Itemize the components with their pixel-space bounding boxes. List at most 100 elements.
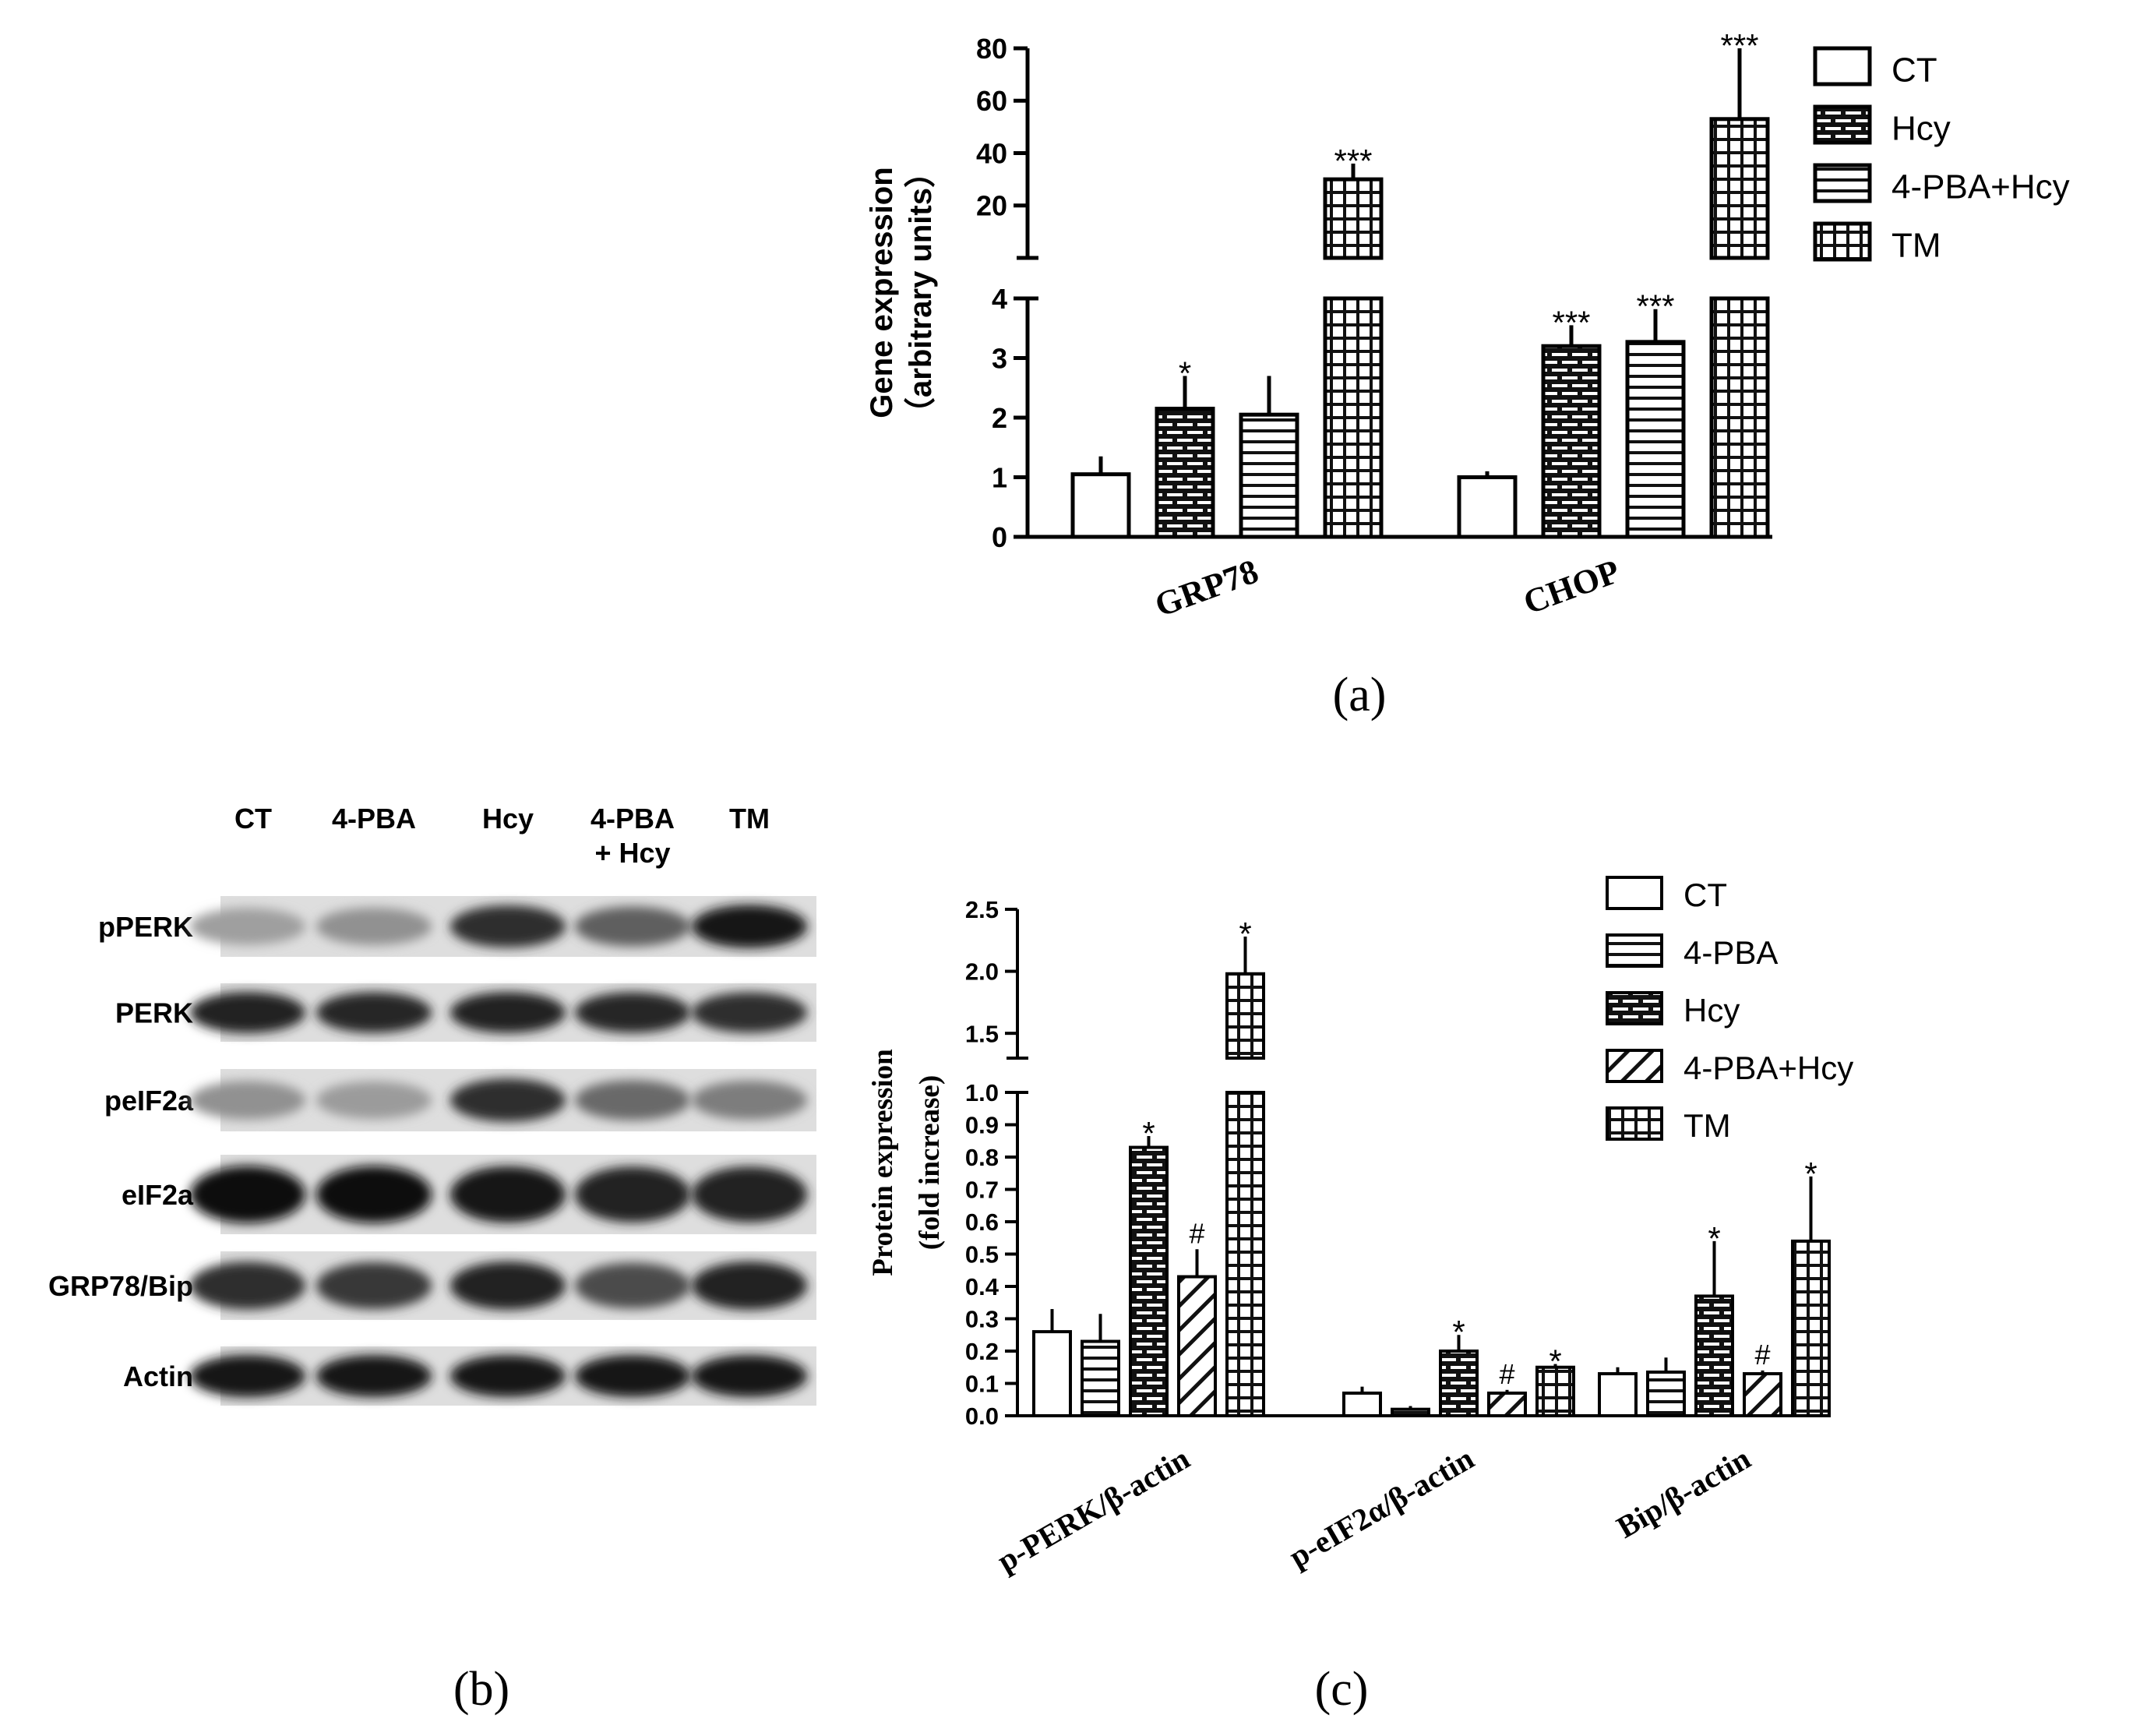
bar xyxy=(1535,1365,1575,1417)
bar xyxy=(1323,296,1384,539)
blot-row-label: GRP78/Bip xyxy=(48,1270,193,1302)
significance-mark: *** xyxy=(1334,143,1372,179)
blot-band xyxy=(316,1261,432,1310)
bar xyxy=(1032,1330,1072,1417)
y-tick-label: 0.2 xyxy=(965,1338,999,1365)
bar xyxy=(1342,1391,1382,1417)
blot-band xyxy=(691,1080,808,1120)
legend-swatch xyxy=(1606,876,1663,910)
significance-mark: # xyxy=(1189,1217,1204,1249)
significance-mark: * xyxy=(1142,1115,1155,1152)
legend-label: Hcy xyxy=(1891,109,1951,147)
blot-band xyxy=(189,1261,306,1310)
blot-lane-label: 4-PBA xyxy=(591,803,675,834)
y-tick-label: 2.5 xyxy=(965,896,999,923)
significance-mark: * xyxy=(1804,1156,1817,1192)
blot-row-label: Actin xyxy=(123,1360,193,1392)
legend-label: Hcy xyxy=(1683,992,1740,1029)
legend-swatch xyxy=(1813,46,1872,86)
bar xyxy=(1646,1370,1686,1417)
bar xyxy=(1598,1372,1638,1418)
bar xyxy=(1541,344,1602,539)
blot-lane-label: + Hcy xyxy=(594,837,670,869)
bar xyxy=(1391,1407,1430,1417)
x-category-label: CHOP xyxy=(1518,552,1624,622)
bar xyxy=(1487,1391,1527,1417)
bar xyxy=(1225,1091,1265,1417)
y-tick-label: 1.0 xyxy=(965,1079,999,1106)
blot-band xyxy=(316,1081,432,1120)
y-tick-label: 1.5 xyxy=(965,1020,999,1047)
blot-row-label: PERK xyxy=(115,997,193,1029)
bar xyxy=(1791,1239,1831,1418)
blot-band xyxy=(450,992,566,1033)
bar xyxy=(1081,1339,1120,1418)
blot-band xyxy=(189,992,306,1033)
blot-band xyxy=(450,1354,566,1398)
blot-band xyxy=(189,1166,306,1223)
blot-band xyxy=(691,1354,808,1398)
significance-mark: * xyxy=(1452,1314,1465,1350)
blot-band xyxy=(574,1080,691,1120)
blot-band xyxy=(189,1081,306,1120)
blot-band xyxy=(316,907,432,946)
bar xyxy=(1177,1275,1217,1418)
legend-label: TM xyxy=(1891,226,1941,264)
y-tick-label: 0.6 xyxy=(965,1208,999,1236)
legend-swatch xyxy=(1813,163,1872,203)
y-tick-label: 0.8 xyxy=(965,1144,999,1171)
y-tick-label: 0.3 xyxy=(965,1306,999,1333)
chart-c-protein-expression: 0.0 0.1 0.2 0.3 0.4 0.5 0.6 0.7 0.8 0.9 1.0 1.5 2.0 2… xyxy=(867,876,1853,1579)
x-category-label: p-PERK/β-actin xyxy=(991,1441,1195,1579)
blot-row-label: peIF2a xyxy=(104,1085,194,1117)
y-axis-title: Gene expression xyxy=(865,167,899,418)
bar xyxy=(1743,1372,1782,1418)
bar xyxy=(1070,472,1131,539)
bar xyxy=(1155,407,1215,539)
y-tick-label: 2.0 xyxy=(965,958,999,986)
panel-label-b: (b) xyxy=(453,1663,509,1716)
legend-swatch xyxy=(1606,1049,1663,1083)
y-tick-label: 4 xyxy=(992,283,1007,315)
blot-lane-label: TM xyxy=(729,803,770,834)
significance-mark: * xyxy=(1239,916,1251,952)
y-tick-label: 80 xyxy=(976,33,1007,65)
chart-a-gene-expression: 0 1 2 3 4 20 40 60 80 Gene expression （arbitrary u… xyxy=(865,27,2070,624)
significance-mark: * xyxy=(1179,355,1191,391)
bar xyxy=(1439,1350,1479,1417)
significance-mark: *** xyxy=(1552,304,1590,340)
blot-band xyxy=(574,1166,691,1223)
blot-band xyxy=(450,1166,566,1223)
blot-row-label: pPERK xyxy=(98,911,193,943)
blot-band xyxy=(316,992,432,1033)
legend-label: CT xyxy=(1891,51,1937,89)
blot-row-label: eIF2a xyxy=(122,1179,194,1211)
bar xyxy=(1694,1294,1734,1417)
bar xyxy=(1129,1145,1169,1418)
legend-swatch xyxy=(1813,221,1872,262)
y-tick-label: 0.5 xyxy=(965,1241,999,1268)
blot-band xyxy=(691,1166,808,1223)
legend-label: CT xyxy=(1683,877,1727,913)
y-tick-label: 0.7 xyxy=(965,1177,999,1204)
y-tick-label: 3 xyxy=(992,342,1007,374)
y-axis-subtitle: （arbitrary units） xyxy=(904,157,938,429)
significance-mark: * xyxy=(1549,1343,1561,1380)
legend-label: 4-PBA+Hcy xyxy=(1683,1050,1853,1086)
legend-label: 4-PBA+Hcy xyxy=(1891,168,2070,206)
blot-band xyxy=(691,992,808,1033)
x-category-label: GRP78 xyxy=(1150,552,1263,624)
blot-band xyxy=(574,906,691,947)
bar xyxy=(1225,972,1265,1060)
blot-band xyxy=(189,1354,306,1398)
y-tick-label: 40 xyxy=(976,137,1007,169)
legend-label: 4-PBA xyxy=(1683,934,1778,971)
blot-lane-label: 4-PBA xyxy=(332,803,416,834)
blot-band xyxy=(574,992,691,1033)
blot-band xyxy=(316,1166,432,1223)
blot-band xyxy=(189,908,306,945)
significance-mark: * xyxy=(1708,1220,1720,1257)
blot-band xyxy=(574,1354,691,1398)
y-tick-label: 0 xyxy=(992,521,1007,553)
significance-mark: *** xyxy=(1720,27,1758,64)
